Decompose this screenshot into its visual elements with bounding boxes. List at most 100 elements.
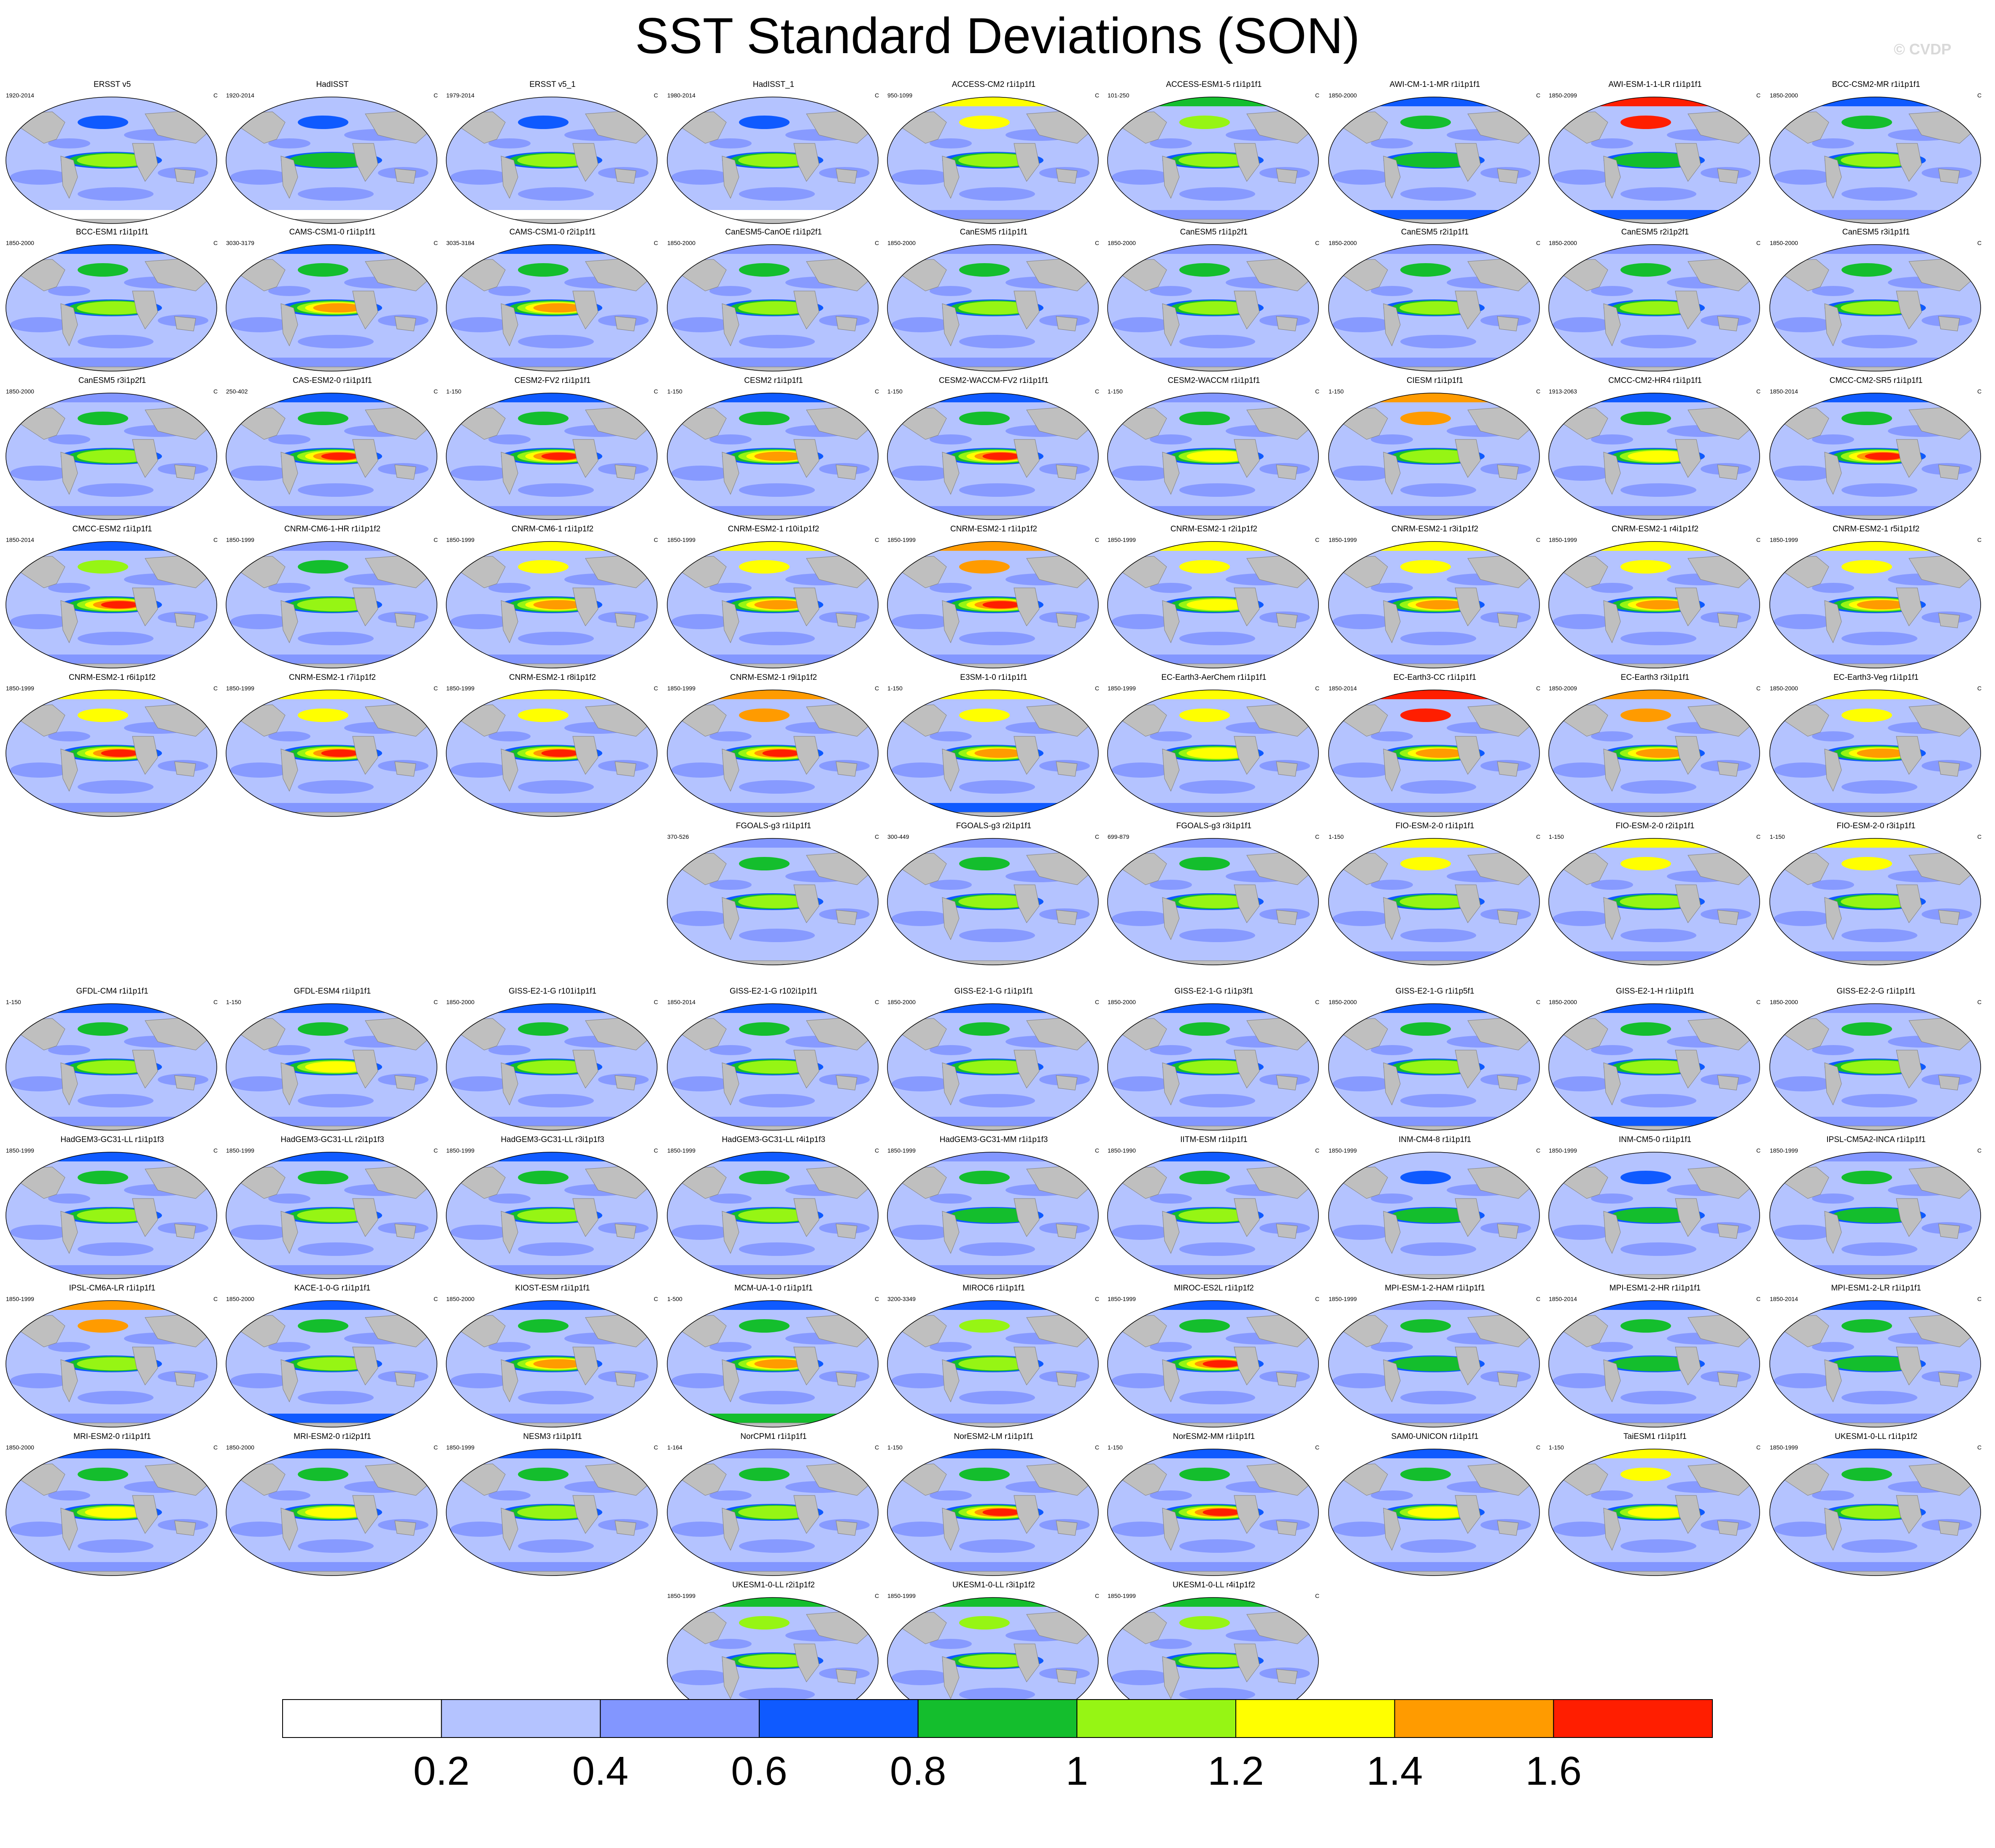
panel-unit: C [434,536,438,543]
panel-title: CNRM-ESM2-1 r3i1p1f2 [1391,525,1478,533]
map-panel: NorCPM1 r1i1p1f1 1-164 C [663,1432,884,1579]
arctic-band [1329,1301,1539,1310]
land-mass [679,1274,866,1279]
land-mass [18,1422,205,1427]
land-mass [1603,600,1621,644]
ocean-patch [892,317,951,332]
land-mass [1896,587,1922,626]
ocean-patch [671,1522,731,1537]
north-pacific-anomaly [1179,1468,1230,1481]
arctic-band [887,97,1098,106]
colorbar-tick-label: 1.4 [1366,1748,1423,1794]
land-mass [1896,884,1922,923]
map-panel: UKESM1-0-LL r4i1p1f2 1850-1999 C [1103,1581,1324,1727]
panel-title: FGOALS-g3 r1i1p1f1 [736,822,811,830]
land-mass [1276,316,1298,331]
world-map [5,1449,217,1576]
ocean-patch [48,583,90,593]
land-mass [352,1050,378,1088]
arctic-band [226,97,437,106]
land-mass [238,1422,425,1427]
land-mass [1497,1372,1519,1387]
land-mass [1675,884,1701,923]
land-mass [1014,884,1040,923]
arctic-band [446,97,657,106]
ocean-patch [1841,483,1917,497]
ocean-patch [930,434,972,444]
north-pacific-anomaly [739,1468,790,1481]
land-mass [679,1571,866,1576]
north-pacific-anomaly [518,1171,569,1184]
ocean-patch [739,1688,815,1701]
land-mass [1234,291,1260,329]
arctic-band [226,1449,437,1458]
world-map [5,1152,217,1279]
world-map [446,1152,658,1279]
land-mass [1938,1520,1960,1536]
land-mass [18,366,205,371]
ocean-patch [450,614,510,629]
enso-contour [1841,301,1917,315]
panel-title: ERSST v5_1 [529,80,576,89]
map-panel: HadISST_1 1980-2014 C [663,80,884,227]
land-mass [394,613,416,628]
land-mass [1056,1075,1078,1091]
land-mass [394,464,416,480]
land-mass [1782,1274,1969,1279]
panel-years: 1920-2014 [6,92,34,99]
land-mass [836,1223,857,1239]
panel-title: CanESM5-CanOE r1i1p2f1 [725,228,822,237]
land-mass [238,515,425,520]
world-map [667,244,879,372]
land-mass [1561,515,1748,520]
land-mass [1603,303,1621,347]
map-panel: HadGEM3-GC31-LL r3i1p1f3 1850-1999 C [442,1135,663,1282]
ocean-patch [48,1045,90,1055]
ocean-patch [1620,632,1696,645]
land-mass [1782,960,1969,965]
ocean-patch [1333,762,1392,778]
map-outline [5,393,217,520]
enso-contour [1202,1360,1240,1368]
arctic-band [6,1152,217,1161]
arctic-band [1770,1449,1981,1458]
land-mass [174,1520,196,1536]
land-mass [1938,761,1960,777]
arctic-band [1329,97,1539,106]
land-mass [1824,303,1842,347]
ocean-patch [48,434,90,444]
ocean-patch [1812,583,1854,593]
land-mass [1603,749,1621,792]
north-pacific-anomaly [78,412,128,425]
land-mass [174,1223,196,1239]
world-map [1328,1152,1540,1279]
land-mass [280,156,298,199]
north-pacific-anomaly [1841,116,1892,129]
ocean-patch [230,317,289,332]
land-mass [1276,464,1298,480]
land-mass [1455,291,1481,329]
land-mass [615,1223,636,1239]
arctic-band [1770,838,1981,848]
world-map [226,244,437,372]
land-mass [1276,1372,1298,1387]
map-panel: SAM0-UNICON r1i1p1f1 C [1324,1432,1545,1579]
world-map [1107,838,1319,965]
world-map [226,1449,437,1576]
ocean-patch [1150,1045,1192,1055]
arctic-band [226,541,437,551]
land-mass [899,960,1086,965]
ocean-patch [1620,780,1696,794]
panel-unit: C [1095,999,1100,1005]
world-map [887,1449,1099,1576]
map-outline [226,97,437,224]
world-map [1107,541,1319,668]
map-panel: CNRM-ESM2-1 r5i1p1f2 1850-1999 C [1766,525,1987,671]
map-outline [1548,97,1760,224]
map-panel: MIROC-ES2L r1i1p1f2 1850-1999 C [1103,1284,1324,1430]
panel-years: 1-150 [1549,833,1564,840]
land-mass [18,1126,205,1130]
world-map [446,1300,658,1428]
world-map [1328,1300,1540,1428]
arctic-band [667,838,878,848]
